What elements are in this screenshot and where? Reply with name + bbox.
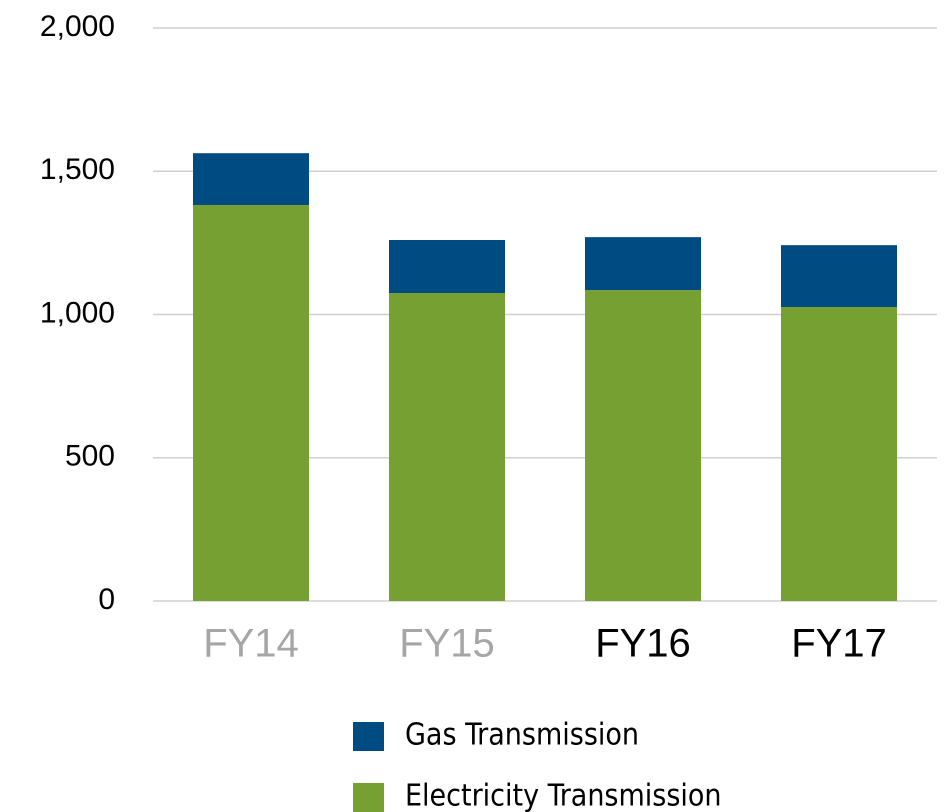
x-tick-label: FY17 [791, 622, 887, 666]
bar-segment [585, 290, 701, 601]
bar-segment [193, 153, 309, 206]
y-tick-label: 1,000 [40, 296, 115, 329]
x-tick-label: FY14 [203, 622, 299, 666]
y-tick-label: 1,500 [40, 153, 115, 186]
legend-label: Gas Transmission [405, 718, 639, 753]
y-tick-label: 500 [65, 440, 115, 473]
x-tick-label: FY16 [595, 622, 691, 666]
y-tick-label: 0 [98, 583, 115, 616]
bar-segment [585, 237, 701, 291]
bar-segment [781, 245, 897, 308]
bar-segment [193, 205, 309, 601]
x-tick-label: FY15 [399, 622, 495, 666]
legend-swatch [353, 783, 384, 812]
legend-label: Electricity Transmission [405, 779, 722, 812]
legend-swatch [353, 722, 384, 751]
bar-segment [781, 307, 897, 601]
y-tick-label: 2,000 [40, 10, 115, 43]
bar-segment [389, 240, 505, 294]
bar-segment [389, 293, 505, 601]
